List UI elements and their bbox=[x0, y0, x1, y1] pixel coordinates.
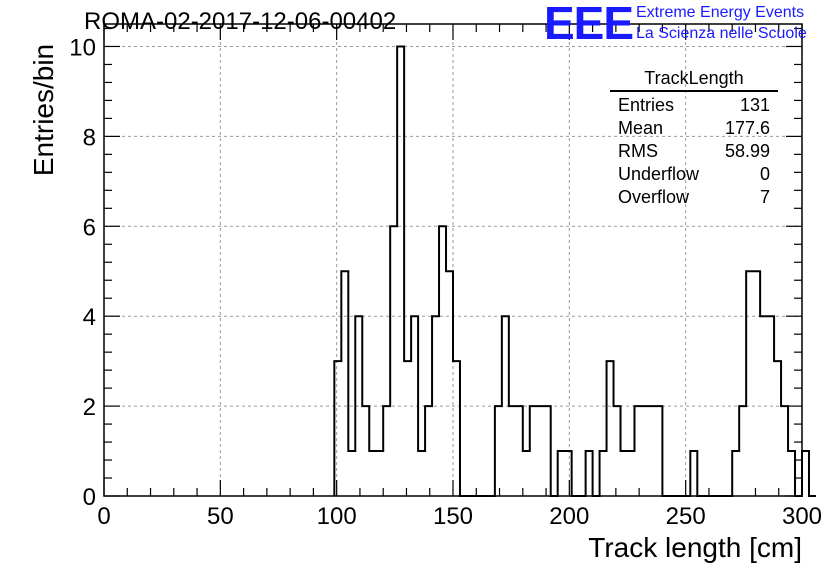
histogram-bar bbox=[439, 226, 446, 496]
x-tick-label: 0 bbox=[97, 503, 110, 530]
stats-row: Entries 131 bbox=[610, 94, 778, 117]
histogram-bar bbox=[425, 406, 432, 496]
plot-frame bbox=[103, 23, 803, 497]
stats-row: Overflow 7 bbox=[610, 186, 778, 209]
histogram-bar bbox=[446, 271, 453, 496]
histogram-bar bbox=[383, 406, 390, 496]
histogram-bar bbox=[648, 406, 655, 496]
histogram-bar bbox=[628, 451, 635, 496]
histogram-bar bbox=[404, 361, 411, 496]
histogram-bar bbox=[753, 271, 760, 496]
x-tick-label: 50 bbox=[207, 503, 234, 530]
histogram-bar bbox=[369, 451, 376, 496]
stats-row: RMS 58.99 bbox=[610, 140, 778, 163]
histogram-bar bbox=[802, 451, 809, 496]
histogram-bar bbox=[453, 361, 460, 496]
stats-row: Underflow 0 bbox=[610, 163, 778, 186]
histogram-bar bbox=[537, 406, 544, 496]
tick-labels: 0 50 100 150 200 250 300 0 2 4 6 8 10 bbox=[69, 34, 822, 530]
histogram-bar bbox=[565, 451, 572, 496]
x-tick-label: 150 bbox=[433, 503, 473, 530]
y-tick-label: 6 bbox=[83, 214, 96, 241]
x-tick-label: 100 bbox=[317, 503, 357, 530]
logo-subtitle-1: Extreme Energy Events bbox=[636, 4, 805, 21]
histogram-bar bbox=[655, 406, 662, 496]
histogram-bar bbox=[362, 406, 369, 496]
histogram-bar bbox=[746, 271, 753, 496]
y-tick-label: 0 bbox=[83, 484, 96, 511]
histogram-bar bbox=[739, 406, 746, 496]
y-tick-label: 10 bbox=[69, 34, 96, 61]
y-axis-label: Entries/bin bbox=[28, 43, 59, 177]
logo-subtitle-2: La Scienza nelle Scuole bbox=[636, 25, 807, 42]
histogram-bar bbox=[732, 451, 739, 496]
stats-label: RMS bbox=[618, 141, 658, 161]
histogram-bar bbox=[341, 271, 348, 496]
histogram-bar bbox=[774, 361, 781, 496]
histogram-bar bbox=[418, 451, 425, 496]
histogram-bar bbox=[544, 406, 551, 496]
stats-value: 0 bbox=[759, 164, 770, 184]
x-tick-label: 200 bbox=[549, 503, 589, 530]
histogram-bar bbox=[495, 406, 502, 496]
y-tick-label: 2 bbox=[83, 394, 96, 421]
run-title: ROMA-02-2017-12-06-00402 bbox=[84, 8, 397, 35]
y-tick-label: 4 bbox=[83, 304, 96, 331]
stats-label: Overflow bbox=[618, 187, 690, 207]
histogram-bar bbox=[586, 451, 593, 496]
eee-logo: EEE bbox=[544, 0, 634, 49]
histogram-bar bbox=[516, 406, 523, 496]
histogram-bar bbox=[690, 451, 697, 496]
stats-box: TrackLength Entries 131 Mean 177.6 RMS 5… bbox=[610, 68, 778, 209]
histogram-bar bbox=[558, 451, 565, 496]
histogram-outline bbox=[333, 45, 816, 497]
histogram-bar bbox=[607, 361, 614, 496]
histogram-bar bbox=[348, 451, 355, 496]
histogram-bar bbox=[390, 226, 397, 496]
stats-value: 58.99 bbox=[724, 141, 770, 161]
histogram-bar bbox=[397, 46, 404, 496]
x-axis-label: Track length [cm] bbox=[588, 532, 802, 563]
histogram-bar bbox=[781, 406, 788, 496]
histogram-bar bbox=[641, 406, 648, 496]
stats-label: Underflow bbox=[618, 164, 700, 184]
stats-title: TrackLength bbox=[610, 68, 778, 92]
stats-value: 7 bbox=[759, 187, 770, 207]
x-tick-label: 300 bbox=[782, 503, 822, 530]
stats-label: Mean bbox=[618, 118, 664, 138]
stats-value: 177.6 bbox=[724, 118, 770, 138]
histogram-bar bbox=[509, 406, 516, 496]
y-tick-label: 8 bbox=[83, 124, 96, 151]
histogram-bar bbox=[600, 451, 607, 496]
histogram-bar bbox=[523, 451, 530, 496]
stats-value: 131 bbox=[739, 95, 770, 115]
histogram-bar bbox=[621, 451, 628, 496]
histogram-bar bbox=[788, 451, 795, 496]
histogram-bar bbox=[530, 406, 537, 496]
histogram-bar bbox=[614, 406, 621, 496]
stats-label: Entries bbox=[618, 95, 675, 115]
x-tick-label: 250 bbox=[666, 503, 706, 530]
histogram-bar bbox=[376, 451, 383, 496]
histogram-bar bbox=[634, 406, 641, 496]
histogram-bar bbox=[334, 361, 341, 496]
stats-row: Mean 177.6 bbox=[610, 117, 778, 140]
